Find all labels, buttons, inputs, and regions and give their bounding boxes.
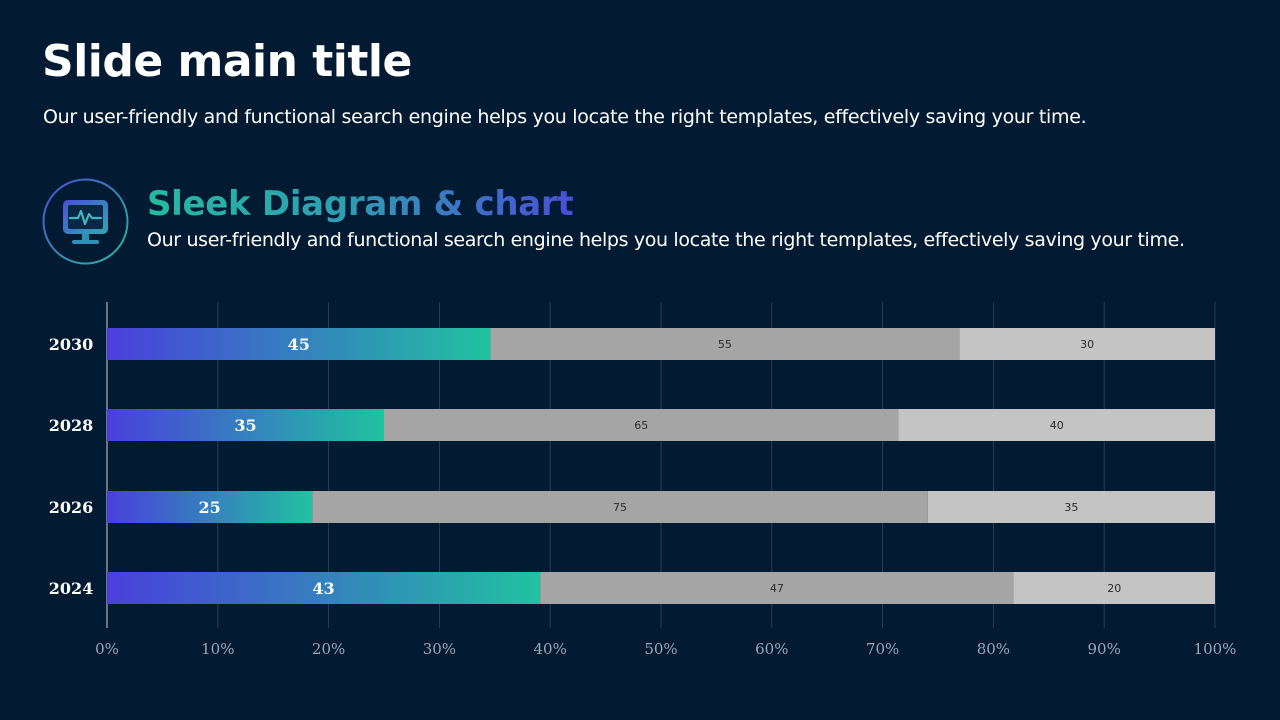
- category-label: 2028: [49, 416, 94, 435]
- bar-segment: [312, 491, 928, 523]
- category-label: 2024: [49, 579, 94, 598]
- data-label: 25: [198, 498, 220, 517]
- bar-segment: [927, 491, 1215, 523]
- category-label: 2026: [49, 498, 94, 517]
- bar-segment: [959, 328, 1215, 360]
- x-tick-label: 20%: [312, 640, 345, 658]
- bar-segment: [107, 572, 541, 604]
- x-tick-label: 0%: [95, 640, 119, 658]
- bars: [107, 328, 1215, 604]
- x-tick-label: 100%: [1194, 640, 1237, 658]
- data-label: 35: [1064, 501, 1078, 514]
- x-tick-label: 50%: [644, 640, 677, 658]
- data-label: 45: [288, 335, 310, 354]
- x-tick-label: 30%: [423, 640, 456, 658]
- bar-segment: [384, 409, 899, 441]
- data-label: 30: [1080, 338, 1094, 351]
- labels: 0% 10% 20% 30% 40% 50% 60% 70% 80% 90% 100%2030 45 5…: [49, 335, 1237, 658]
- x-tick-label: 40%: [534, 640, 567, 658]
- data-label: 20: [1107, 582, 1121, 595]
- stacked-bar-chart: 0% 10% 20% 30% 40% 50% 60% 70% 80% 90% 100%2030 45 5…: [49, 302, 1237, 658]
- category-label: 2030: [49, 335, 94, 354]
- bar-segment: [898, 409, 1215, 441]
- bar-segment: [1013, 572, 1215, 604]
- data-label: 40: [1050, 419, 1064, 432]
- data-label: 65: [634, 419, 648, 432]
- bar-segment: [107, 409, 384, 441]
- data-label: 35: [234, 416, 256, 435]
- bar-segment: [490, 328, 960, 360]
- data-label: 43: [312, 579, 334, 598]
- data-label: 55: [718, 338, 732, 351]
- x-tick-label: 60%: [755, 640, 788, 658]
- bar-segment: [540, 572, 1014, 604]
- x-tick-label: 10%: [201, 640, 234, 658]
- bar-segment: [107, 491, 313, 523]
- page-subtitle: Our user-friendly and functional search …: [43, 106, 1087, 128]
- data-label: 75: [613, 501, 627, 514]
- data-label: 47: [770, 582, 784, 595]
- bar-segment: [107, 328, 491, 360]
- monitor-pulse-icon: [42, 178, 129, 265]
- x-tick-label: 80%: [977, 640, 1010, 658]
- chart-section-title: Sleek Diagram & chart: [147, 184, 574, 224]
- x-tick-label: 90%: [1088, 640, 1121, 658]
- chart-section-subtitle: Our user-friendly and functional search …: [147, 229, 1185, 251]
- x-tick-label: 70%: [866, 640, 899, 658]
- page-title: Slide main title: [42, 36, 412, 87]
